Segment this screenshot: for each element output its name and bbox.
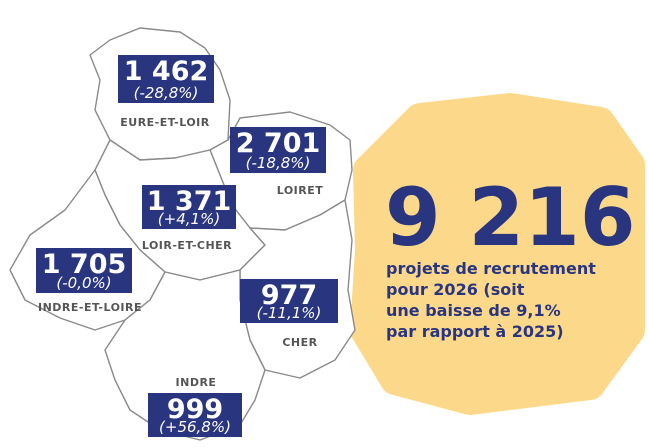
- value-box: [148, 393, 242, 437]
- description-line: pour 2026 (soit: [386, 280, 525, 299]
- highlight-shape: [350, 93, 645, 415]
- region-name: LOIRET: [277, 184, 324, 197]
- description-line: une baisse de 9,1%: [386, 301, 561, 320]
- total-value: 9 216: [385, 171, 636, 264]
- description-line: par rapport à 2025): [386, 322, 564, 341]
- region-change: (-18,8%): [246, 154, 311, 172]
- region-name: LOIR-ET-CHER: [142, 239, 232, 252]
- total-description: projets de recrutement pour 2026 (soit une…: [386, 259, 596, 341]
- region-name: CHER: [282, 336, 317, 349]
- region-name: INDRE: [176, 376, 217, 389]
- region-change: (-0,0%): [56, 274, 111, 292]
- region-change: (-11,1%): [257, 304, 322, 322]
- region-value: 1 462: [124, 56, 209, 87]
- value-box: [36, 248, 132, 293]
- region-value: 977: [261, 280, 317, 311]
- value-box: [118, 55, 214, 103]
- region-value: 1 371: [147, 186, 232, 217]
- value-box: [230, 127, 326, 173]
- value-box: [142, 185, 236, 229]
- region-change: (+56,8%): [159, 418, 231, 436]
- region-name: EURE-ET-LOIR: [120, 116, 210, 129]
- region-name: INDRE-ET-LOIRE: [38, 301, 142, 314]
- description-line: projets de recrutement: [386, 259, 596, 278]
- value-box: [240, 279, 338, 323]
- region-value: 999: [167, 394, 223, 425]
- region-value: 2 701: [236, 128, 321, 159]
- region-change: (-28,8%): [134, 84, 199, 102]
- region-value: 1 705: [42, 249, 127, 280]
- region-change: (+4,1%): [158, 210, 220, 228]
- region-labels: 1 462(-28,8%) EURE-ET-LOIR 2 701(-18,8%) LO…: [36, 55, 338, 437]
